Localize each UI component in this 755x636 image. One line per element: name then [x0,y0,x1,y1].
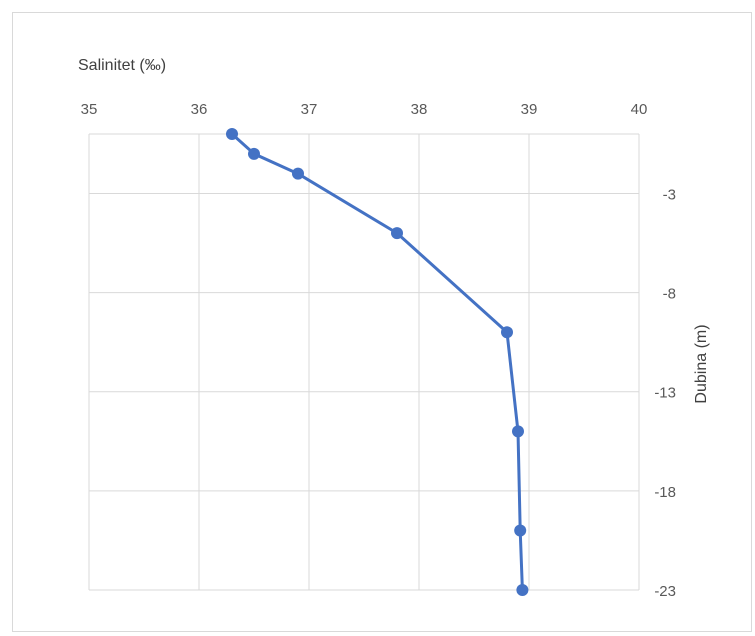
y-tick-label: -18 [654,484,676,501]
grid [88,133,640,591]
x-tick-label: 36 [191,101,208,118]
y-axis-title: Dubina (m) [693,324,710,403]
x-axis-title: Salinitet (‰) [78,57,166,74]
chart-frame [12,12,752,632]
data-point [501,326,513,339]
data-point [248,147,260,160]
x-tick-label: 37 [301,101,318,118]
x-tick-label: 35 [81,101,98,118]
data-point [292,167,304,180]
x-tick-label: 39 [521,101,538,118]
series-line [230,132,524,591]
y-tick-label: -23 [654,583,676,600]
series [226,128,529,596]
y-tick-label: -8 [663,286,676,303]
y-tick-label: -13 [654,385,676,402]
data-point [516,584,529,596]
y-tick-label: -3 [663,186,676,203]
x-tick-label: 38 [411,101,428,118]
data-point [512,425,524,438]
data-point [226,128,238,140]
x-axis-ticks: 35 36 37 38 39 40 [81,101,648,118]
y-axis-ticks: -3 -8 -13 -18 -23 [654,186,676,600]
data-point [514,524,527,537]
x-tick-label: 40 [631,101,648,118]
data-point [391,227,403,240]
